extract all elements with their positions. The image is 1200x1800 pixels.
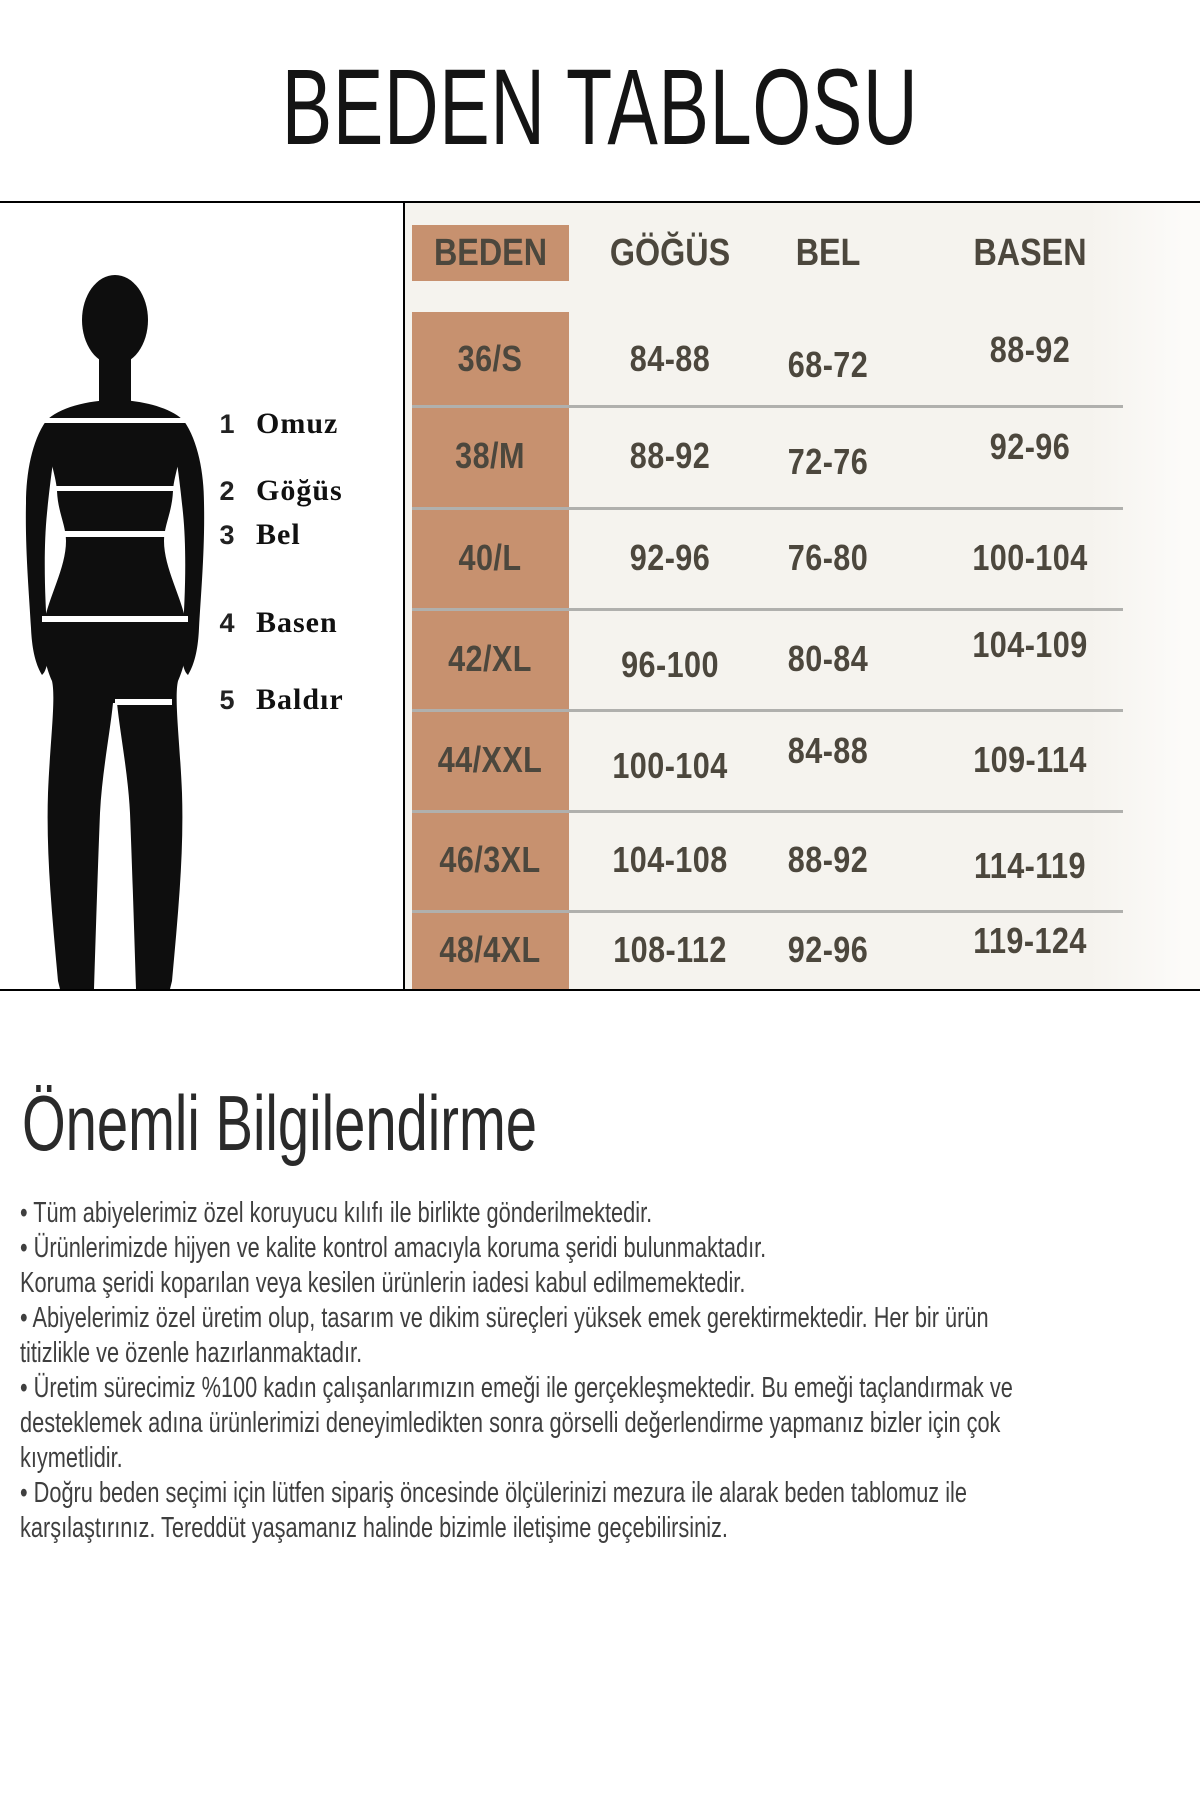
measure-label-gogus: 2 Göğüs — [214, 474, 343, 508]
bel-cell: 72-76 — [787, 441, 869, 482]
row-separator — [412, 507, 1123, 510]
bel-cell: 80-84 — [787, 637, 869, 679]
table-row: 48/4XL 108-112 92-96 119-124 — [405, 910, 1200, 989]
measure-num: 2 — [219, 476, 235, 506]
info-line: Koruma şeridi koparılan veya kesilen ürü… — [20, 1267, 746, 1299]
measure-label-bel: 3 Bel — [214, 518, 301, 552]
vertical-divider — [403, 203, 405, 989]
measure-line-shoulder — [34, 418, 194, 423]
info-line: • Doğru beden seçimi için lütfen sipariş… — [20, 1477, 967, 1509]
row-separator — [412, 810, 1123, 813]
row-separator — [412, 910, 1123, 913]
table-row: 46/3XL 104-108 88-92 114-119 — [405, 810, 1200, 910]
basen-cell: 114-119 — [974, 845, 1086, 886]
measure-text: Basen — [256, 606, 338, 639]
basen-cell: 88-92 — [989, 328, 1071, 370]
gogus-cell: 104-108 — [612, 839, 728, 880]
bel-cell: 92-96 — [787, 928, 869, 970]
size-cell: 48/4XL — [439, 928, 541, 970]
info-line: • Abiyelerimiz özel üretim olup, tasarım… — [20, 1302, 989, 1334]
measure-line-thigh — [115, 699, 172, 705]
row-separator — [412, 405, 1123, 408]
table-row: 44/XXL 100-104 84-88 109-114 — [405, 709, 1200, 810]
measure-label-omuz: 1 Omuz — [214, 407, 338, 441]
info-text-block: • Tüm abiyelerimiz özel koruyucu kılıfı … — [20, 1196, 1200, 1546]
bel-cell: 76-80 — [787, 536, 869, 578]
silhouette-left-arm — [25, 421, 57, 675]
silhouette-torso-legs — [43, 400, 187, 989]
size-cell: 36/S — [457, 337, 523, 379]
row-separator — [412, 608, 1123, 611]
info-line: desteklemek adına ürünlerimizi deneyimle… — [20, 1407, 1001, 1439]
measure-line-chest — [54, 486, 174, 491]
size-cell: 40/L — [458, 536, 522, 578]
size-cell: 42/XL — [448, 637, 532, 679]
gogus-cell: 96-100 — [621, 643, 719, 685]
silhouette-head — [82, 275, 148, 365]
info-line: karşılaştırınız. Tereddüt yaşamanız hali… — [20, 1512, 728, 1544]
info-line: titizlikle ve özenle hazırlanmaktadır. — [20, 1337, 363, 1369]
column-header-beden: BEDEN — [412, 225, 569, 281]
measure-num: 5 — [219, 685, 235, 715]
info-line: kıymetlidir. — [20, 1442, 123, 1474]
measure-line-hip — [42, 616, 188, 622]
page-title: BEDEN TABLOSU — [281, 46, 919, 167]
gogus-cell: 88-92 — [629, 435, 711, 476]
gogus-cell: 108-112 — [613, 928, 727, 970]
table-row: 40/L 92-96 76-80 100-104 — [405, 507, 1200, 608]
basen-cell: 104-109 — [972, 623, 1088, 665]
size-column-background — [412, 312, 569, 989]
gogus-cell: 92-96 — [629, 536, 711, 578]
column-header-gogus: GÖĞÜS — [609, 232, 731, 274]
silhouette-neck — [99, 343, 131, 405]
female-body-silhouette — [25, 275, 205, 989]
info-heading: Önemli Bilgilendirme — [22, 1079, 537, 1167]
size-cell: 46/3XL — [439, 839, 541, 880]
info-line: • Tüm abiyelerimiz özel koruyucu kılıfı … — [20, 1197, 653, 1229]
basen-cell: 119-124 — [973, 919, 1087, 961]
gogus-cell: 100-104 — [612, 744, 728, 786]
size-cell: 38/M — [455, 435, 525, 476]
column-header-basen: BASEN — [973, 232, 1087, 274]
info-line: • Üretim sürecimiz %100 kadın çalışanlar… — [20, 1372, 1013, 1404]
table-row: 36/S 84-88 68-72 88-92 — [405, 312, 1200, 405]
size-chart-section: 1 Omuz 2 Göğüs 3 Bel 4 Basen 5 Baldır BE… — [0, 201, 1200, 991]
measure-line-waist — [62, 531, 168, 537]
measure-text: Göğüs — [256, 474, 343, 507]
bel-cell: 88-92 — [787, 839, 869, 880]
bel-cell: 84-88 — [787, 729, 869, 771]
measure-label-baldir: 5 Baldır — [214, 683, 344, 717]
info-line: • Ürünlerimizde hijyen ve kalite kontrol… — [20, 1232, 767, 1264]
silhouette-right-arm — [173, 421, 205, 675]
column-header-label: BEDEN — [433, 232, 548, 274]
row-separator — [412, 709, 1123, 712]
bel-cell: 68-72 — [787, 343, 869, 385]
basen-cell: 100-104 — [972, 536, 1088, 578]
gogus-cell: 84-88 — [629, 337, 711, 379]
column-header-bel: BEL — [795, 232, 861, 274]
size-cell: 44/XXL — [437, 738, 543, 780]
measure-num: 4 — [219, 608, 235, 638]
basen-cell: 109-114 — [973, 738, 1087, 780]
measure-num: 1 — [219, 409, 235, 439]
measure-text: Bel — [256, 518, 301, 551]
measure-diagram-panel: 1 Omuz 2 Göğüs 3 Bel 4 Basen 5 Baldır — [0, 203, 404, 989]
size-table: BEDEN GÖĞÜS BEL BASEN 36/S 84-88 68-72 8… — [405, 203, 1200, 989]
table-row: 38/M 88-92 72-76 92-96 — [405, 405, 1200, 507]
measure-num: 3 — [219, 520, 235, 550]
table-row: 42/XL 96-100 80-84 104-109 — [405, 608, 1200, 709]
measure-label-basen: 4 Basen — [214, 606, 338, 640]
measure-text: Baldır — [256, 683, 344, 716]
basen-cell: 92-96 — [989, 426, 1071, 467]
measure-text: Omuz — [256, 407, 339, 440]
